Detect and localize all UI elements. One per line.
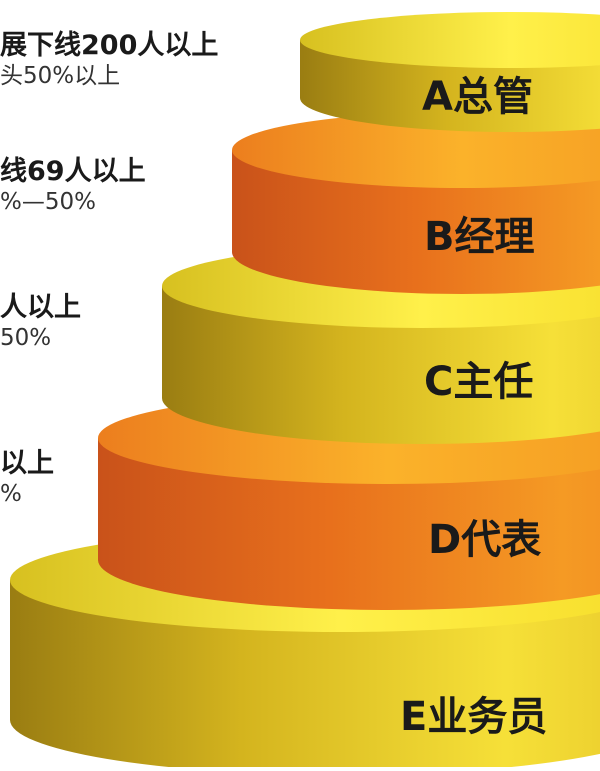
tier-label-b: B经理 xyxy=(424,214,535,260)
side-note-c-main: 人以上 xyxy=(0,292,81,323)
side-note-c: 人以上 50% xyxy=(0,292,81,352)
side-note-d-sub: % xyxy=(0,481,22,507)
tier-label-c: C主任 xyxy=(424,359,533,405)
side-note-b: 线69人以上 %—50% xyxy=(0,156,146,216)
tier-label-a: A总管 xyxy=(422,74,533,120)
side-note-a: 展下线200人以上 头50%以上 xyxy=(0,30,218,90)
side-note-c-sub: 50% xyxy=(0,325,52,351)
side-note-d: 以上 % xyxy=(0,448,54,508)
side-note-d-main: 以上 xyxy=(0,448,54,479)
side-note-a-sub: 头50%以上 xyxy=(0,63,121,89)
tier-label-e: E业务员 xyxy=(400,694,547,740)
side-note-b-main: 线69人以上 xyxy=(0,156,146,187)
tier-a: A总管 xyxy=(300,12,600,132)
tier-label-d: D代表 xyxy=(428,517,541,563)
tier-b: B经理 xyxy=(232,112,600,294)
side-note-a-main: 展下线200人以上 xyxy=(0,30,219,61)
side-note-b-sub: %—50% xyxy=(0,189,96,215)
